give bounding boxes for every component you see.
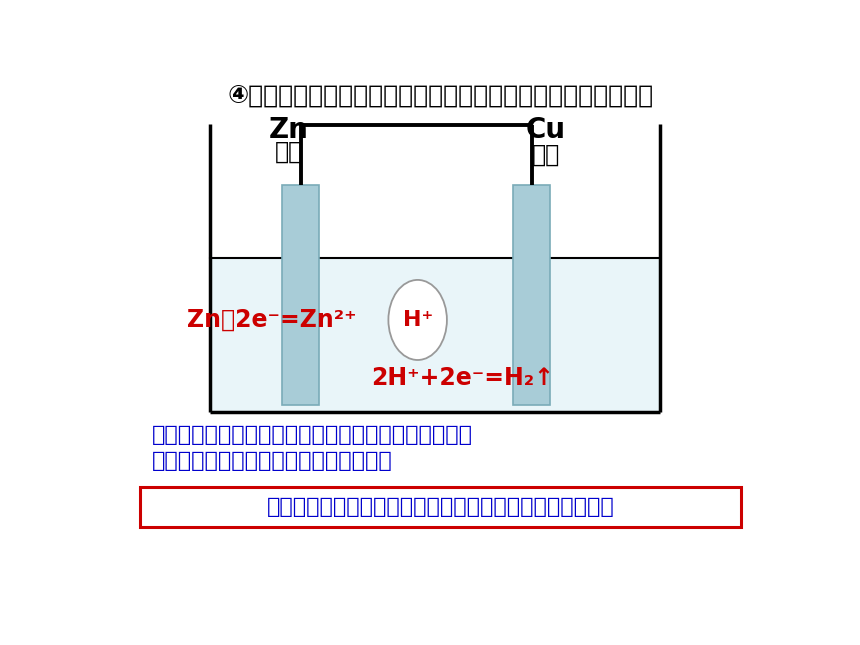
Text: 不能得电子，由氢离子得电子生成氢气。: 不能得电子，由氢离子得电子生成氢气。 — [152, 451, 393, 471]
Bar — [140, 487, 741, 527]
Text: Zn: Zn — [269, 115, 309, 144]
Text: Cu: Cu — [525, 115, 566, 144]
Text: ④、铜锌原电池中，活泼金属失去电子，不活泼金属得电子吗？: ④、铜锌原电池中，活泼金属失去电子，不活泼金属得电子吗？ — [228, 85, 654, 109]
Text: 2H⁺+2e⁻=H₂↑: 2H⁺+2e⁻=H₂↑ — [372, 366, 555, 390]
Bar — [282, 185, 319, 404]
Text: H⁺: H⁺ — [402, 310, 433, 330]
Text: Zn－2e⁻=Zn²⁺: Zn－2e⁻=Zn²⁺ — [187, 308, 356, 332]
Ellipse shape — [389, 280, 447, 360]
Text: 正极: 正极 — [531, 143, 560, 166]
Bar — [513, 185, 550, 404]
Text: 正极金属或非金属一般不反应，由溶液中的阳离子得电子。: 正极金属或非金属一般不反应，由溶液中的阳离子得电子。 — [267, 497, 615, 517]
Text: 负极金属失电子，正极金属因单质化合价不能再降低，: 负极金属失电子，正极金属因单质化合价不能再降低， — [152, 426, 473, 446]
Bar — [210, 259, 660, 412]
Text: 负极: 负极 — [275, 140, 304, 164]
